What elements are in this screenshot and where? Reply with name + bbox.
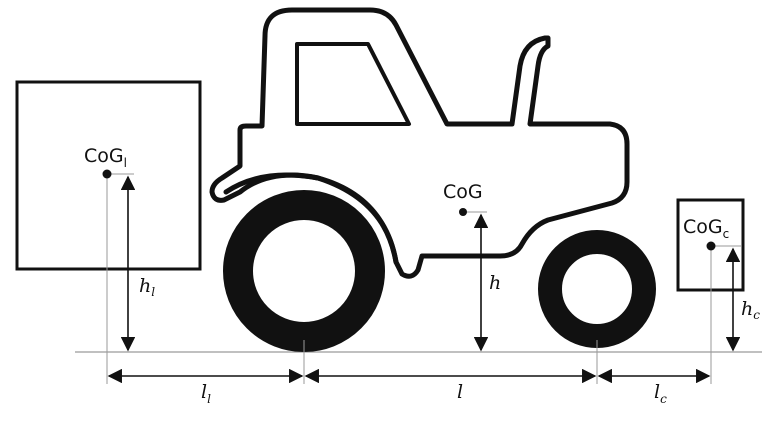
small-wheel <box>538 230 656 348</box>
cog-rear-point <box>706 241 716 251</box>
cog-rear-label: CoGc <box>683 216 729 241</box>
cab-window <box>295 42 411 126</box>
cog-front-point <box>102 169 112 179</box>
large-wheel <box>223 190 385 352</box>
rear-mudguard <box>223 172 399 265</box>
cog-center-point <box>459 208 467 216</box>
cog-center-label: CoG <box>443 181 483 203</box>
tractor-body <box>209 7 630 279</box>
h-rear-label: hc <box>741 298 760 322</box>
l-front-label: ll <box>201 381 211 406</box>
h-front-label: hl <box>139 275 155 299</box>
l-center-label: l <box>457 381 463 403</box>
l-rear-label: lc <box>654 381 667 406</box>
h-center-label: h <box>489 272 501 294</box>
cog-front-label: CoGl <box>84 145 127 170</box>
